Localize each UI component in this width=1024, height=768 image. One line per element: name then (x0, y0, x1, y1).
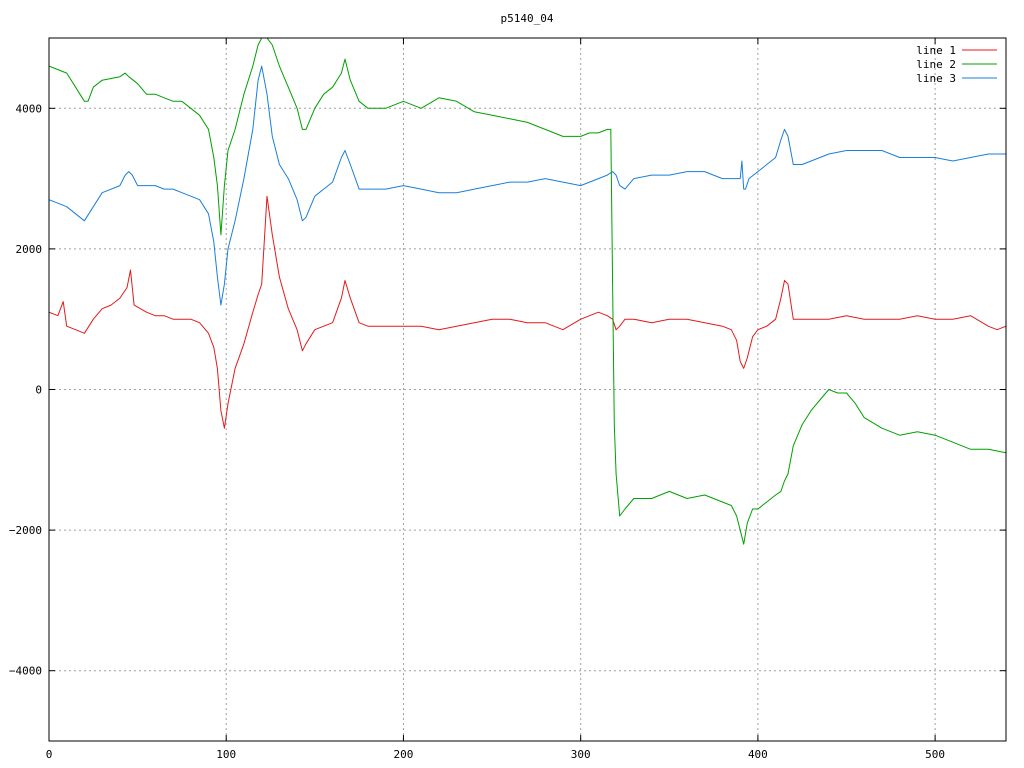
x-tick-label: 100 (216, 748, 236, 761)
x-tick-label: 500 (925, 748, 945, 761)
series-line-1 (49, 195, 1006, 429)
plot-frame (48, 37, 1007, 742)
y-tick-label: −2000 (9, 524, 42, 537)
x-tick-label: 0 (46, 748, 53, 761)
y-tick-label: 4000 (16, 102, 43, 115)
chart-title: p5140_04 (501, 12, 554, 25)
tick-labels: 0 100 200 300 400 500 −4000 −2000 0 2000 4000 (9, 38, 1006, 761)
x-tick-label: 400 (748, 748, 768, 761)
y-tick-label: 0 (35, 384, 42, 397)
y-tick-label: 2000 (16, 243, 43, 256)
x-tick-label: 300 (571, 748, 591, 761)
legend-label: line 2 (916, 58, 956, 71)
legend-label: line 3 (916, 72, 956, 85)
series-line-3 (49, 65, 1006, 306)
grid (49, 38, 1006, 741)
legend-label: line 1 (916, 44, 956, 57)
series-line-2 (49, 38, 1006, 545)
y-tick-label: −4000 (9, 665, 42, 678)
x-tick-label: 200 (394, 748, 414, 761)
series-layer (49, 38, 1006, 545)
